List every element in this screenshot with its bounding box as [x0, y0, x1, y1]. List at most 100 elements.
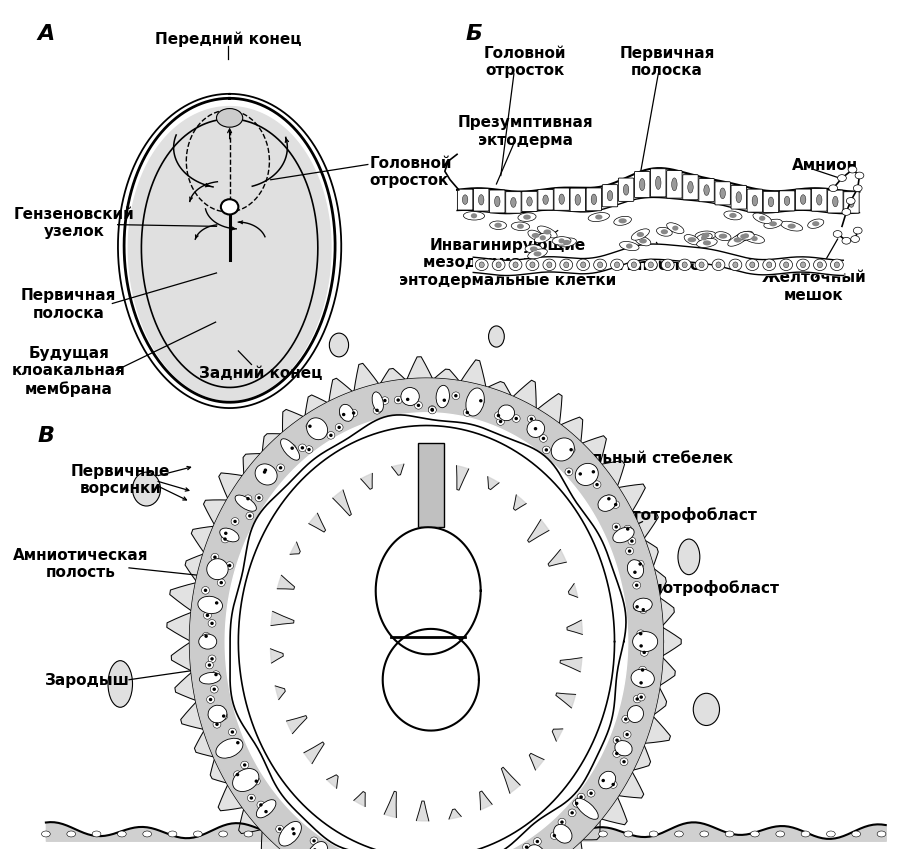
FancyBboxPatch shape — [699, 179, 714, 203]
Text: Амнион: Амнион — [792, 158, 858, 173]
Ellipse shape — [650, 831, 658, 837]
Text: Гипобласт: Гипобласт — [618, 257, 709, 273]
Ellipse shape — [627, 705, 643, 722]
Ellipse shape — [834, 231, 842, 238]
Ellipse shape — [729, 260, 742, 271]
Ellipse shape — [704, 186, 709, 196]
FancyBboxPatch shape — [458, 190, 473, 210]
Ellipse shape — [479, 262, 485, 268]
Ellipse shape — [264, 469, 267, 472]
Ellipse shape — [734, 232, 753, 243]
Text: Головной
отросток: Головной отросток — [370, 156, 452, 188]
Polygon shape — [204, 500, 227, 526]
Polygon shape — [238, 426, 614, 852]
Ellipse shape — [640, 179, 645, 192]
Ellipse shape — [576, 470, 584, 478]
Polygon shape — [407, 357, 433, 380]
Ellipse shape — [593, 481, 601, 489]
Ellipse shape — [544, 230, 551, 235]
Ellipse shape — [210, 686, 218, 694]
Ellipse shape — [745, 234, 765, 244]
Ellipse shape — [623, 185, 629, 196]
Polygon shape — [618, 771, 644, 798]
Ellipse shape — [626, 245, 632, 250]
Ellipse shape — [335, 424, 343, 432]
Ellipse shape — [462, 196, 467, 205]
Ellipse shape — [220, 712, 227, 720]
Ellipse shape — [526, 844, 545, 852]
Polygon shape — [653, 687, 667, 715]
Ellipse shape — [327, 432, 335, 440]
Ellipse shape — [558, 819, 566, 826]
Ellipse shape — [637, 642, 645, 650]
Ellipse shape — [641, 608, 645, 612]
Polygon shape — [309, 514, 325, 532]
Ellipse shape — [644, 260, 657, 271]
Polygon shape — [304, 742, 324, 763]
Ellipse shape — [496, 414, 500, 417]
Ellipse shape — [720, 189, 726, 199]
Ellipse shape — [222, 715, 226, 718]
Ellipse shape — [602, 779, 605, 782]
Ellipse shape — [628, 260, 641, 271]
Ellipse shape — [724, 211, 742, 221]
Ellipse shape — [614, 526, 618, 529]
FancyBboxPatch shape — [489, 191, 505, 214]
Ellipse shape — [612, 783, 615, 786]
Polygon shape — [560, 417, 583, 443]
Ellipse shape — [279, 821, 302, 846]
Ellipse shape — [593, 260, 606, 271]
Ellipse shape — [567, 470, 571, 474]
Ellipse shape — [834, 262, 840, 268]
Ellipse shape — [678, 539, 699, 575]
Ellipse shape — [222, 530, 230, 538]
Ellipse shape — [231, 730, 234, 734]
Ellipse shape — [535, 840, 539, 843]
Ellipse shape — [551, 439, 574, 462]
Text: Будущая
клоакальная
мембрана: Будущая клоакальная мембрана — [12, 346, 126, 396]
Polygon shape — [333, 491, 352, 516]
Ellipse shape — [406, 398, 410, 401]
Ellipse shape — [256, 800, 276, 818]
Ellipse shape — [637, 233, 644, 238]
Polygon shape — [662, 627, 681, 656]
Text: Инвагинирующие
мезодермальные и
энтодермальные клетки: Инвагинирующие мезодермальные и энтодерм… — [400, 238, 616, 287]
Ellipse shape — [472, 831, 481, 837]
Ellipse shape — [523, 843, 531, 851]
Ellipse shape — [269, 831, 278, 837]
Ellipse shape — [607, 498, 611, 501]
Ellipse shape — [631, 229, 650, 241]
Ellipse shape — [246, 512, 254, 520]
Ellipse shape — [826, 831, 835, 837]
Ellipse shape — [246, 498, 250, 501]
Ellipse shape — [763, 260, 776, 271]
Ellipse shape — [833, 197, 838, 208]
Ellipse shape — [198, 596, 223, 614]
Ellipse shape — [210, 622, 214, 625]
Ellipse shape — [265, 810, 268, 814]
Polygon shape — [262, 435, 282, 453]
Ellipse shape — [499, 420, 502, 423]
Ellipse shape — [640, 606, 647, 613]
Polygon shape — [191, 527, 214, 553]
Ellipse shape — [639, 632, 642, 636]
Ellipse shape — [228, 564, 231, 567]
Ellipse shape — [530, 417, 533, 421]
Ellipse shape — [751, 237, 757, 242]
FancyBboxPatch shape — [731, 186, 747, 210]
Polygon shape — [514, 495, 526, 510]
Polygon shape — [141, 120, 318, 388]
Ellipse shape — [231, 518, 239, 526]
Ellipse shape — [624, 717, 628, 721]
Text: Передний конец: Передний конец — [155, 32, 301, 47]
Ellipse shape — [496, 418, 505, 426]
Polygon shape — [653, 568, 666, 596]
Polygon shape — [382, 629, 479, 731]
Ellipse shape — [640, 644, 643, 648]
Ellipse shape — [199, 673, 221, 684]
Ellipse shape — [599, 777, 607, 785]
Ellipse shape — [752, 196, 757, 207]
Ellipse shape — [849, 199, 854, 208]
Ellipse shape — [208, 705, 226, 723]
Ellipse shape — [622, 760, 626, 763]
